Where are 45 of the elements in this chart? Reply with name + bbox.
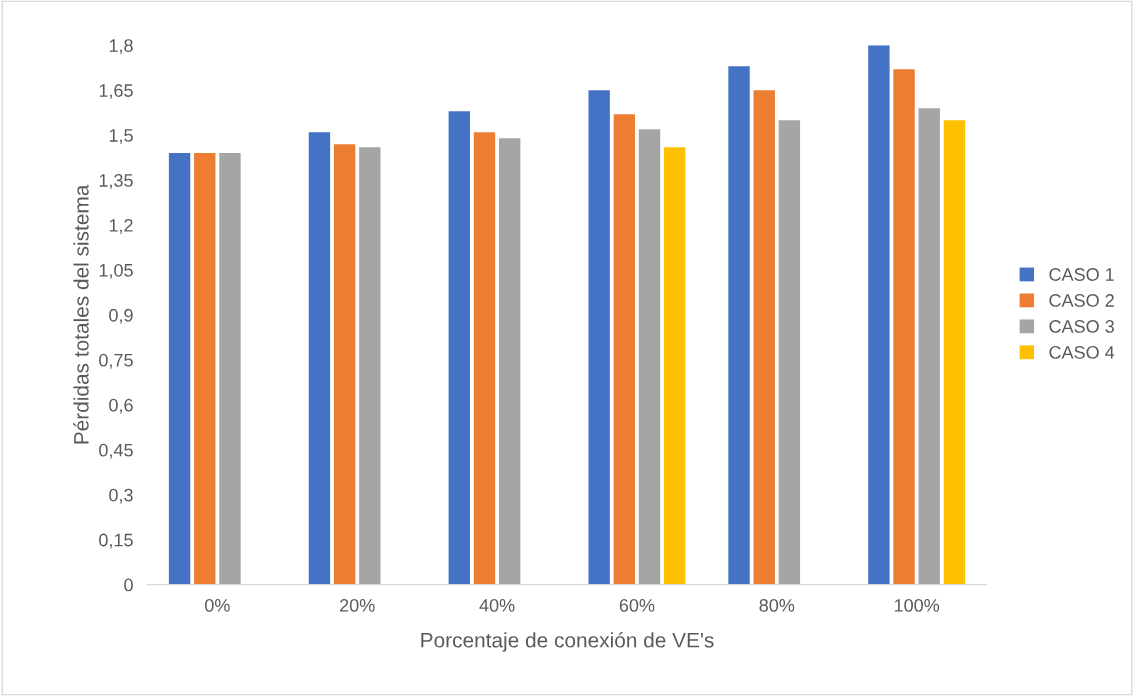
- x-tick-label: 0%: [205, 599, 230, 612]
- bar: [473, 132, 496, 585]
- bar: [333, 144, 356, 585]
- y-tick-label: 0,6: [109, 398, 133, 414]
- y-tick-label: 1,8: [109, 39, 133, 55]
- y-axis-title: Pérdidas totales del sistema: [73, 184, 89, 444]
- y-tick-label: 0,75: [99, 353, 133, 369]
- bar: [588, 90, 610, 585]
- y-tick-label: 1,35: [99, 174, 133, 189]
- x-tick-label: 40%: [479, 599, 515, 612]
- bar: [753, 90, 775, 585]
- legend-label: CASO 3: [1049, 320, 1114, 333]
- bar: [778, 120, 801, 585]
- x-tick-label: 100%: [894, 599, 940, 612]
- bar: [359, 147, 381, 585]
- y-tick-label: 1,5: [109, 129, 133, 144]
- bar: [943, 120, 966, 585]
- y-tick-label: 1,05: [99, 263, 133, 279]
- y-tick-label: 0,15: [99, 533, 133, 549]
- bar: [868, 45, 890, 585]
- bar: [663, 147, 686, 585]
- bar: [498, 138, 521, 585]
- bar: [728, 66, 750, 585]
- bar: [893, 69, 915, 585]
- x-tick-label: 20%: [340, 599, 375, 612]
- y-tick-label: 0,3: [109, 488, 133, 504]
- legend-label: CASO 2: [1049, 294, 1114, 307]
- y-tick-label: 0,45: [99, 443, 133, 459]
- y-tick-label: 1,65: [99, 84, 133, 100]
- x-tick-label: 60%: [619, 599, 655, 612]
- y-tick-label: 1,2: [109, 218, 133, 234]
- bar: [918, 108, 940, 585]
- bar: [613, 114, 636, 585]
- bar: [448, 111, 471, 585]
- bar: [219, 153, 241, 585]
- bar: [194, 153, 216, 585]
- bar: [168, 153, 191, 585]
- legend-label: CASO 1: [1049, 268, 1114, 281]
- y-tick-label: 0,9: [109, 308, 133, 324]
- y-tick-label: 0: [124, 578, 133, 592]
- legend-label: CASO 4: [1049, 345, 1115, 359]
- x-axis-title: Porcentaje de conexión de VE's: [421, 632, 714, 652]
- x-tick-label: 80%: [759, 599, 795, 612]
- bar: [308, 132, 331, 585]
- bar: [638, 129, 661, 585]
